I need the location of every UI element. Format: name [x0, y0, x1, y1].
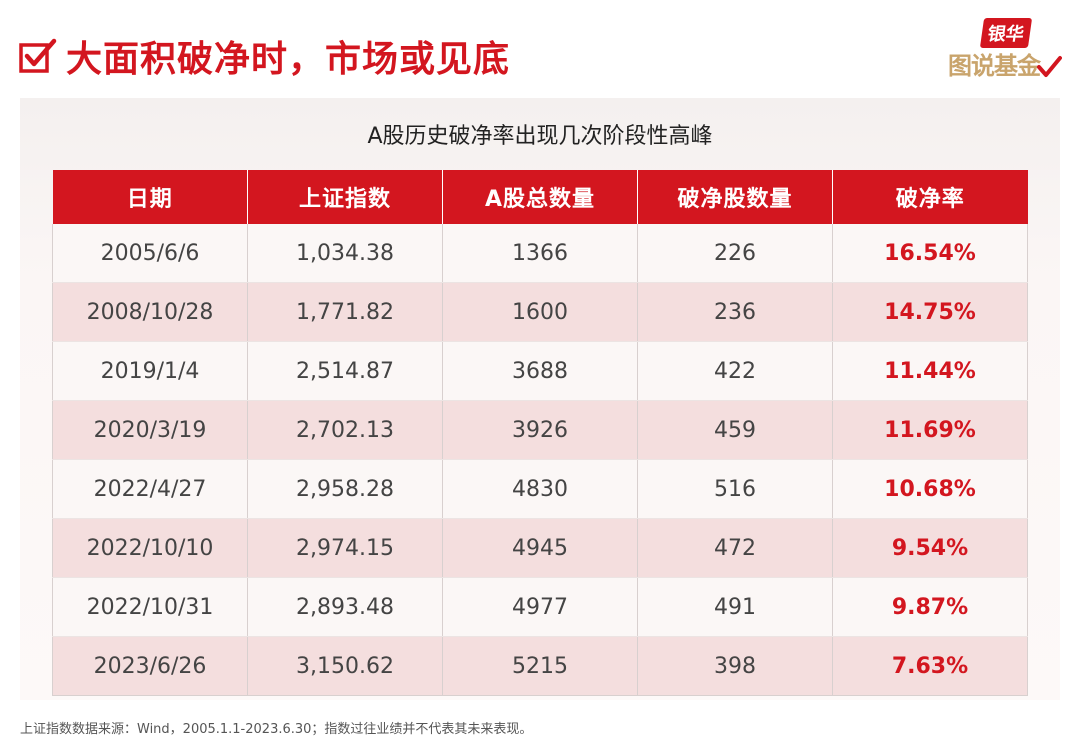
cell-index: 3,150.62	[247, 636, 443, 696]
cell-date: 2020/3/19	[52, 400, 248, 460]
cell-total-count: 5215	[442, 636, 638, 696]
cell-below-book-count: 422	[637, 341, 833, 401]
table-row: 2019/1/4 2,514.87 3688 422 11.44%	[52, 341, 1028, 401]
cell-date: 2022/10/10	[52, 518, 248, 578]
cell-total-count: 3688	[442, 341, 638, 401]
cell-below-book-ratio: 9.87%	[832, 577, 1028, 637]
cell-total-count: 4945	[442, 518, 638, 578]
table-row: 2005/6/6 1,034.38 1366 226 16.54%	[52, 224, 1028, 283]
source-footnote: 上证指数数据来源：Wind，2005.1.1-2023.6.30；指数过往业绩并…	[20, 722, 533, 737]
cell-index: 2,702.13	[247, 400, 443, 460]
table-row: 2022/10/31 2,893.48 4977 491 9.87%	[52, 577, 1028, 637]
cell-total-count: 4977	[442, 577, 638, 637]
table-row: 2023/6/26 3,150.62 5215 398 7.63%	[52, 636, 1028, 696]
cell-date: 2022/4/27	[52, 459, 248, 519]
table-row: 2022/10/10 2,974.15 4945 472 9.54%	[52, 518, 1028, 578]
cell-below-book-count: 472	[637, 518, 833, 578]
cell-below-book-count: 226	[637, 224, 833, 283]
cell-below-book-ratio: 16.54%	[832, 224, 1028, 283]
cell-date: 2008/10/28	[52, 282, 248, 342]
cell-below-book-count: 491	[637, 577, 833, 637]
table-panel: A股历史破净率出现几次阶段性高峰 日期 上证指数 A股总数量 破净股数量 破净率…	[20, 98, 1060, 700]
cell-below-book-ratio: 14.75%	[832, 282, 1028, 342]
page-header: 大面积破净时，市场或见底	[18, 30, 510, 82]
brand-logo: 银华 图说基金	[932, 18, 1062, 84]
cell-below-book-ratio: 11.69%	[832, 400, 1028, 460]
table-title: A股历史破净率出现几次阶段性高峰	[367, 124, 713, 149]
column-header-below-book-count: 破净股数量	[637, 170, 833, 224]
cell-below-book-count: 398	[637, 636, 833, 696]
data-table: 日期 上证指数 A股总数量 破净股数量 破净率 2005/6/6 1,034.3…	[52, 170, 1028, 696]
cell-index: 2,958.28	[247, 459, 443, 519]
logo-top-text: 银华	[979, 18, 1033, 48]
page-title: 大面积破净时，市场或见底	[66, 39, 511, 80]
table-row: 2022/4/27 2,958.28 4830 516 10.68%	[52, 459, 1028, 519]
cell-total-count: 3926	[442, 400, 638, 460]
column-header-total-count: A股总数量	[442, 170, 638, 224]
cell-date: 2019/1/4	[52, 341, 248, 401]
cell-date: 2023/6/26	[52, 636, 248, 696]
checkbox-check-icon	[19, 38, 57, 73]
cell-below-book-ratio: 7.63%	[832, 636, 1028, 696]
cell-below-book-ratio: 9.54%	[832, 518, 1028, 578]
cell-below-book-count: 459	[637, 400, 833, 460]
cell-date: 2005/6/6	[52, 224, 248, 283]
cell-index: 1,034.38	[247, 224, 443, 283]
cell-total-count: 4830	[442, 459, 638, 519]
logo-bottom-text: 图说基金	[948, 52, 1041, 80]
cell-below-book-count: 236	[637, 282, 833, 342]
cell-total-count: 1366	[442, 224, 638, 283]
cell-index: 2,514.87	[247, 341, 443, 401]
cell-below-book-count: 516	[637, 459, 833, 519]
cell-index: 2,974.15	[247, 518, 443, 578]
logo-check-icon	[1037, 56, 1062, 77]
cell-date: 2022/10/31	[52, 577, 248, 637]
cell-below-book-ratio: 10.68%	[832, 459, 1028, 519]
column-header-index: 上证指数	[247, 170, 443, 224]
table-header-row: 日期 上证指数 A股总数量 破净股数量 破净率	[52, 170, 1028, 224]
column-header-date: 日期	[52, 170, 248, 224]
cell-index: 1,771.82	[247, 282, 443, 342]
column-header-below-book-ratio: 破净率	[832, 170, 1028, 224]
cell-index: 2,893.48	[247, 577, 443, 637]
cell-total-count: 1600	[442, 282, 638, 342]
table-row: 2008/10/28 1,771.82 1600 236 14.75%	[52, 282, 1028, 342]
table-row: 2020/3/19 2,702.13 3926 459 11.69%	[52, 400, 1028, 460]
cell-below-book-ratio: 11.44%	[832, 341, 1028, 401]
